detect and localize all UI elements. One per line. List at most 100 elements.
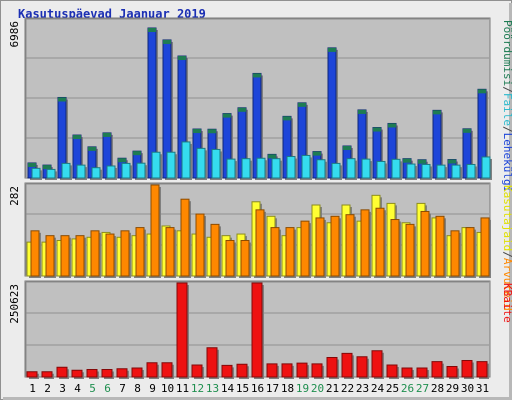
x-tick-label-23: 23 <box>356 382 369 395</box>
bar-arvuteid-22 <box>345 214 355 277</box>
bar-kbaite-24 <box>371 350 383 378</box>
bar-pöördumisi-cap-9 <box>148 28 156 32</box>
x-tick-label-5: 5 <box>89 382 96 395</box>
bar-faile-30 <box>466 163 476 179</box>
bar-pöördumisi-cap-29 <box>448 159 456 164</box>
bar-pöördumisi-cap-26 <box>403 158 411 163</box>
bar-kbaite-14 <box>221 364 233 378</box>
x-tick-label-13: 13 <box>206 382 219 395</box>
bar-arvuteid-18 <box>285 227 295 277</box>
bar-faile-4 <box>76 164 86 179</box>
bar-faile-28 <box>436 164 446 179</box>
bar-arvuteid-13 <box>210 223 220 277</box>
bar-faile-24 <box>376 160 386 179</box>
bar-faile-2 <box>46 168 56 179</box>
x-tick-label-28: 28 <box>431 382 444 395</box>
x-tick-label-4: 4 <box>74 382 81 395</box>
x-tick-label-29: 29 <box>446 382 459 395</box>
bar-faile-18 <box>286 156 296 179</box>
bar-arvuteid-30 <box>465 227 475 277</box>
bar-kbaite-16 <box>251 282 263 378</box>
bar-pöördumisi-cap-31 <box>478 89 486 94</box>
bar-kbaite-10 <box>161 362 173 378</box>
bar-pöördumisi-21 <box>327 47 337 179</box>
bar-kbaite-20 <box>311 363 323 378</box>
bar-arvuteid-15 <box>240 240 250 277</box>
bar-kbaite-4 <box>71 369 83 378</box>
bar-kbaite-15 <box>236 363 248 378</box>
x-tick-label-2: 2 <box>44 382 51 395</box>
x-tick-label-22: 22 <box>341 382 354 395</box>
x-tick-label-1: 1 <box>29 382 36 395</box>
y-max-label-middle: 282 <box>8 186 21 206</box>
bar-arvuteid-1 <box>30 230 40 277</box>
bar-arvuteid-28 <box>435 215 445 277</box>
bar-faile-31 <box>481 156 491 179</box>
bar-pöördumisi-cap-18 <box>283 116 291 121</box>
legend-top: Pöördumisi/Faile/Lehekülgi <box>501 20 512 192</box>
bar-kbaite-18 <box>281 363 293 378</box>
x-tick-label-30: 30 <box>461 382 474 395</box>
legend-bottom: KBaite <box>501 283 512 323</box>
bar-kbaite-25 <box>386 364 398 378</box>
bar-faile-19 <box>301 154 311 179</box>
bar-kbaite-5 <box>86 368 98 378</box>
bar-pöördumisi-cap-2 <box>43 165 51 170</box>
bar-arvuteid-7 <box>120 230 130 277</box>
bar-pöördumisi-cap-3 <box>58 97 66 102</box>
bar-pöördumisi-cap-12 <box>193 129 201 134</box>
bar-arvuteid-20 <box>315 217 325 277</box>
x-tick-label-9: 9 <box>149 382 156 395</box>
bar-faile-27 <box>421 163 431 179</box>
bar-faile-20 <box>316 159 326 179</box>
x-tick-label-10: 10 <box>161 382 174 395</box>
legend-entry-top-0: Pöördumisi <box>501 20 512 86</box>
bar-kbaite-23 <box>356 356 368 378</box>
bar-arvuteid-5 <box>90 230 100 277</box>
frame-shadow-right <box>509 3 512 400</box>
bar-arvuteid-11 <box>180 198 190 277</box>
bar-faile-11 <box>181 141 191 179</box>
bar-arvuteid-2 <box>45 235 55 277</box>
bar-pöördumisi-cap-28 <box>433 110 441 115</box>
x-tick-label-3: 3 <box>59 382 66 395</box>
bar-kbaite-17 <box>266 363 278 378</box>
bar-faile-16 <box>256 157 266 179</box>
bar-faile-14 <box>226 158 236 179</box>
bar-kbaite-31 <box>476 361 488 378</box>
x-tick-label-31: 31 <box>476 382 489 395</box>
legend-entry-middle-1: / <box>501 251 512 258</box>
bar-arvuteid-29 <box>450 230 460 277</box>
bar-arvuteid-23 <box>360 209 370 277</box>
bar-pöördumisi-cap-13 <box>208 129 216 134</box>
bar-pöördumisi-cap-21 <box>328 47 336 52</box>
bar-kbaite-12 <box>191 364 203 378</box>
bar-pöördumisi-cap-27 <box>418 159 426 164</box>
x-tick-label-19: 19 <box>296 382 309 395</box>
bar-pöördumisi-cap-25 <box>388 123 396 128</box>
bar-faile-10 <box>166 151 176 179</box>
bar-arvuteid-27 <box>420 210 430 277</box>
bar-pöördumisi-cap-22 <box>343 146 351 151</box>
bar-kbaite-30 <box>461 359 473 378</box>
bar-kbaite-28 <box>431 361 443 378</box>
x-tick-label-17: 17 <box>266 382 279 395</box>
x-tick-label-16: 16 <box>251 382 264 395</box>
bar-arvuteid-9 <box>150 184 160 277</box>
bar-arvuteid-25 <box>390 219 400 277</box>
legend-entry-top-4: Lehekülgi <box>501 133 512 193</box>
bar-pöördumisi-cap-15 <box>238 107 246 112</box>
bar-faile-8 <box>136 162 146 179</box>
bar-kbaite-2 <box>41 371 53 378</box>
bar-pöördumisi-cap-8 <box>133 151 141 156</box>
legend-entry-bottom-0: KBaite <box>501 283 512 323</box>
legend-entry-middle-2: Arvuteid <box>501 258 512 311</box>
bar-arvuteid-24 <box>375 207 385 277</box>
bar-faile-13 <box>211 148 221 179</box>
bar-pöördumisi-cap-10 <box>163 39 171 44</box>
bar-faile-26 <box>406 163 416 179</box>
bar-kbaite-11 <box>176 282 188 378</box>
x-tick-label-25: 25 <box>386 382 399 395</box>
bar-faile-25 <box>391 158 401 179</box>
bar-pöördumisi-cap-6 <box>103 132 111 137</box>
